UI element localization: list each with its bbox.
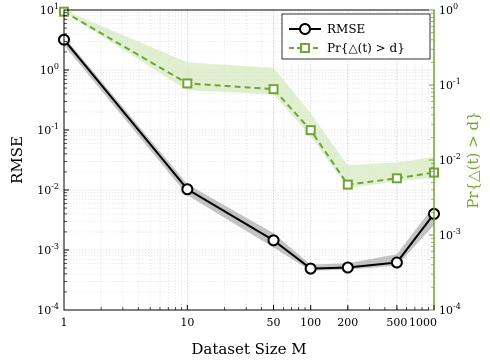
right-axis-title: Pr{△(t) > d} bbox=[464, 111, 482, 208]
legend-marker-rmse bbox=[299, 23, 311, 35]
right-tick-label: 10-4 bbox=[439, 302, 461, 317]
legend-marker-prob bbox=[300, 43, 310, 53]
x-tick-label: 100 bbox=[300, 316, 321, 329]
rmse-data-point bbox=[267, 234, 280, 247]
x-tick-label: 1000 bbox=[409, 316, 437, 329]
x-axis: 1 10 50 100 200 500 1000 bbox=[61, 305, 437, 329]
left-axis: 101 100 10-1 10-2 10-3 10-4 bbox=[37, 2, 69, 317]
x-tick-label: 200 bbox=[337, 316, 358, 329]
x-tick-label: 1 bbox=[61, 316, 68, 329]
prob-data-point bbox=[305, 125, 316, 136]
right-tick-label: 100 bbox=[439, 2, 458, 17]
rmse-data-point bbox=[181, 183, 194, 196]
right-tick-label: 10-2 bbox=[439, 152, 461, 167]
prob-data-point bbox=[182, 78, 193, 89]
left-tick-label: 10-2 bbox=[37, 182, 59, 197]
right-axis: 100 10-1 10-2 10-3 10-4 bbox=[429, 2, 461, 317]
left-tick-label: 10-3 bbox=[37, 242, 59, 257]
right-tick-label: 10-3 bbox=[439, 227, 461, 242]
x-tick-label: 500 bbox=[386, 316, 407, 329]
left-axis-title: RMSE bbox=[8, 136, 26, 184]
x-axis-title: Dataset Size M bbox=[191, 340, 306, 358]
x-tick-label: 50 bbox=[267, 316, 281, 329]
legend-label-prob: Pr{△(t) > d} bbox=[327, 41, 405, 55]
left-tick-label: 10-4 bbox=[37, 302, 59, 317]
rmse-data-point bbox=[304, 262, 317, 275]
legend: RMSE Pr{△(t) > d} bbox=[281, 13, 431, 60]
left-tick-label: 100 bbox=[40, 62, 59, 77]
confidence-bands bbox=[64, 10, 434, 271]
right-tick-label: 10-1 bbox=[439, 77, 461, 92]
left-tick-label: 101 bbox=[40, 2, 59, 17]
prob-data-point bbox=[342, 179, 353, 190]
rmse-confidence-band bbox=[64, 36, 434, 271]
prob-data-point bbox=[391, 173, 402, 184]
rmse-data-point bbox=[390, 256, 403, 269]
rmse-data-point bbox=[341, 261, 354, 274]
prob-data-point bbox=[268, 84, 279, 95]
x-tick-label: 10 bbox=[180, 316, 194, 329]
left-tick-label: 10-1 bbox=[37, 122, 59, 137]
legend-label-rmse: RMSE bbox=[327, 22, 365, 36]
prob-confidence-band bbox=[64, 10, 434, 189]
